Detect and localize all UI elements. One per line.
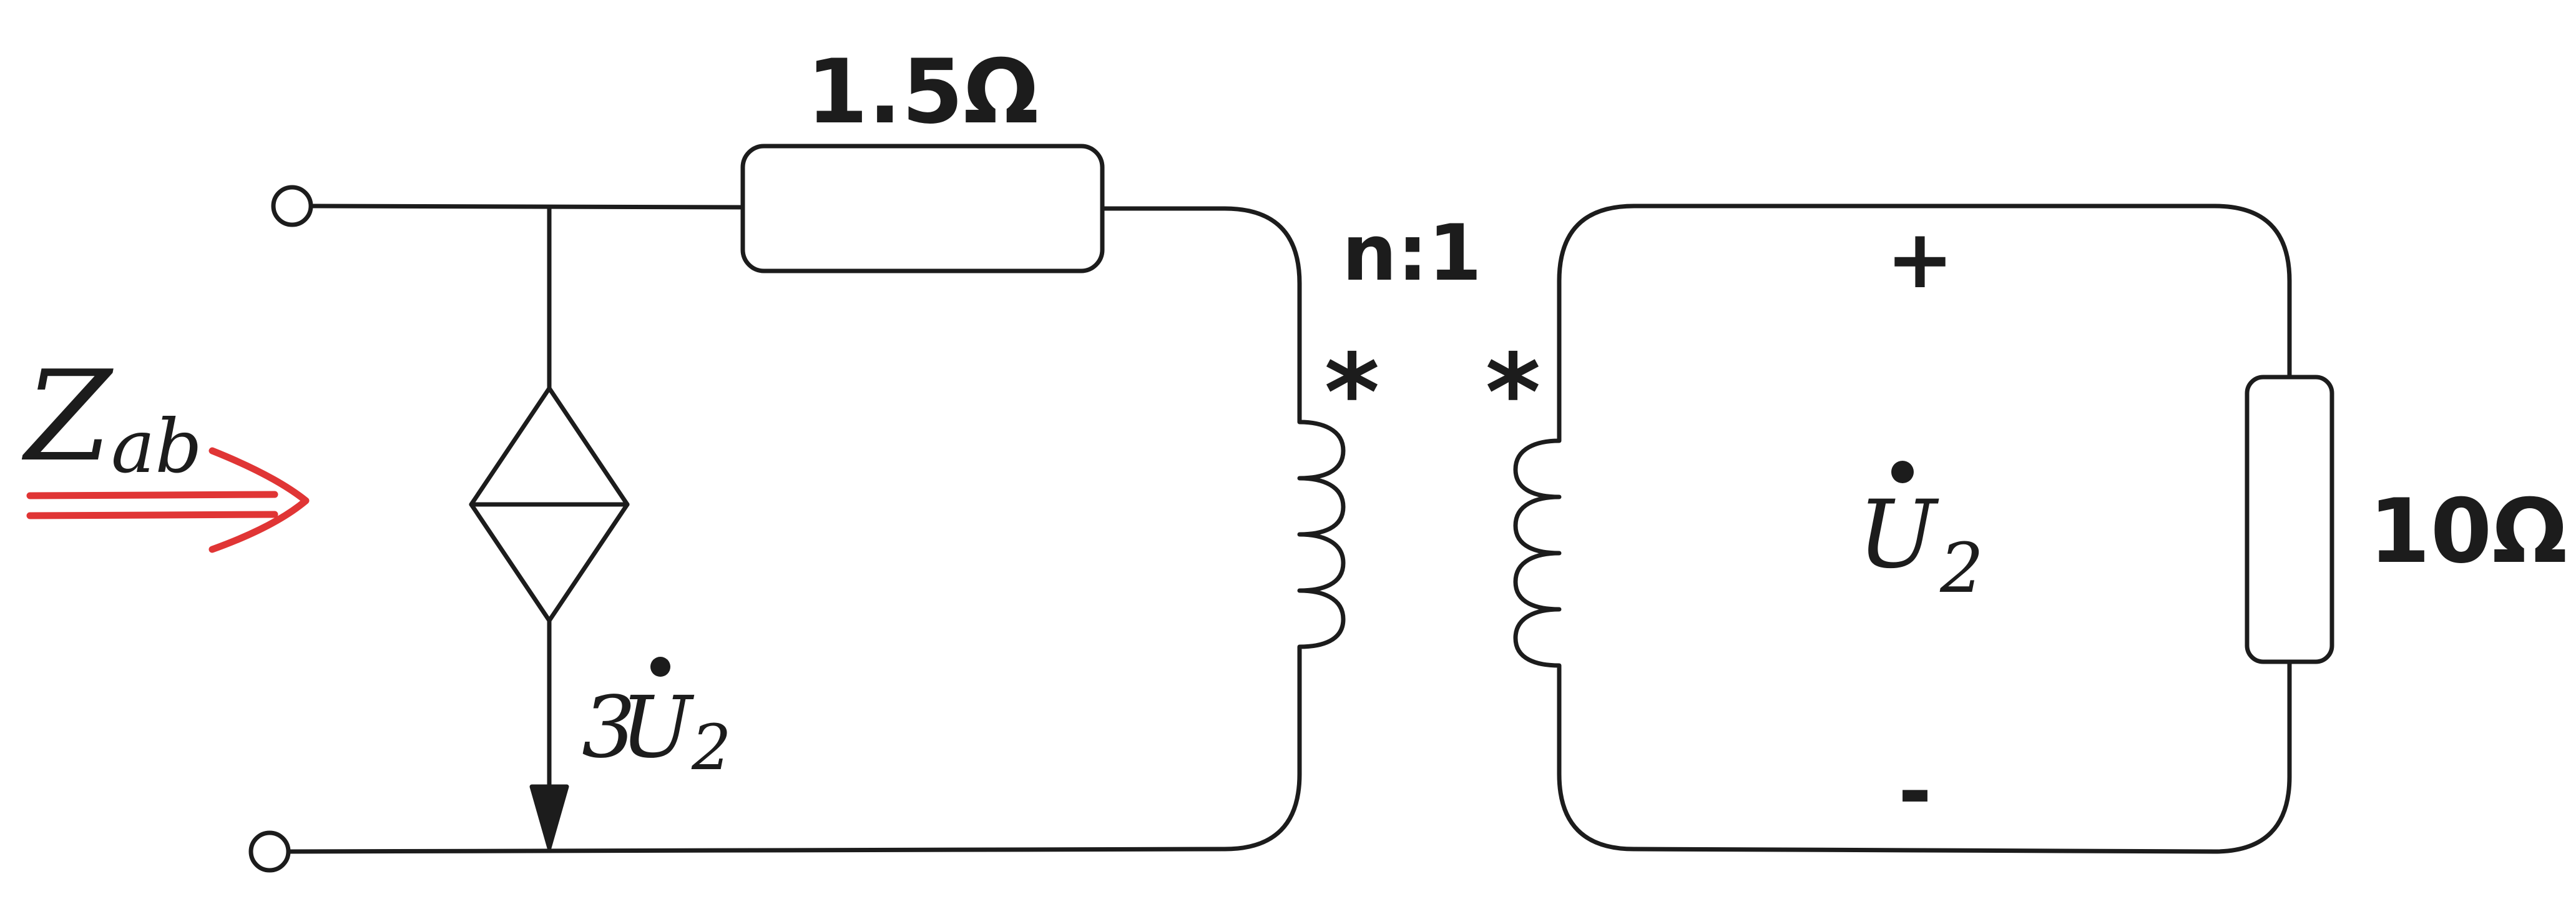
wire-secondary-bottom [1557, 659, 2292, 854]
resistor-1-5-ohm [740, 144, 1105, 273]
label-secondary-dot: * [1486, 332, 1541, 455]
label-load-resistor: 10Ω [2369, 480, 2567, 583]
label-plus-sign: + [1886, 212, 1954, 307]
wire-secondary-top [1557, 204, 2292, 380]
terminal-b [248, 830, 291, 873]
label-impedance-subscript: ab [111, 403, 202, 489]
label-voltage-subscript: 2 [1939, 528, 1984, 608]
wire-top-right-primary [1100, 206, 1302, 376]
label-primary-dot: * [1325, 332, 1380, 455]
wire-bottom-primary [286, 690, 1302, 854]
label-impedance-symbol: Z [21, 344, 114, 489]
label-source-voltage-subscript: 2 [691, 711, 732, 784]
wire-top-left [308, 204, 745, 210]
primary-coil [1297, 371, 1346, 695]
label-source-coefficient: 3 [582, 679, 636, 777]
terminal-a [271, 185, 313, 227]
source-arrowhead [529, 784, 569, 850]
impedance-arrow-head [208, 447, 310, 553]
secondary-coil [1513, 371, 1562, 695]
label-voltage-dot [1891, 461, 1914, 483]
impedance-arrow-shaft-bottom [26, 511, 278, 519]
label-series-resistor: 1.5Ω [806, 41, 1039, 144]
resistor-10-ohm [2245, 375, 2334, 664]
label-source-voltage-symbol: U [620, 679, 695, 777]
label-source-voltage-dot [650, 657, 670, 677]
label-voltage-symbol: U [1858, 481, 1939, 589]
label-turns-ratio: n:1 [1342, 209, 1482, 298]
label-minus-sign: - [1898, 744, 1932, 838]
impedance-arrow-shaft-top [26, 491, 278, 499]
